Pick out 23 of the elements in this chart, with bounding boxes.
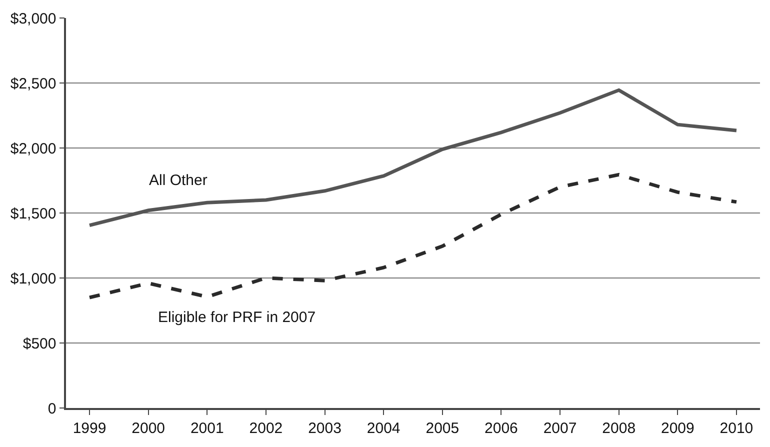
- x-tick-label: 2007: [543, 420, 577, 437]
- line-series: [88, 88, 738, 228]
- x-tick-label: 2003: [308, 420, 342, 437]
- y-tick-label: $1,500: [10, 205, 56, 222]
- y-tick-label: $2,500: [10, 75, 56, 92]
- x-tick-label: 2000: [132, 420, 166, 437]
- x-tick-label: 2001: [190, 420, 224, 437]
- series-label: Eligible for PRF in 2007: [158, 309, 316, 326]
- x-tick-label: 2005: [426, 420, 460, 437]
- x-tick-label: 2010: [720, 420, 754, 437]
- x-tick-label: 2008: [602, 420, 636, 437]
- x-tick-label: 2002: [249, 420, 283, 437]
- y-tick-label: 0: [48, 400, 56, 418]
- x-tick-label: 2006: [484, 420, 518, 437]
- series-label: All Other: [149, 172, 208, 189]
- x-tick-label: 2009: [660, 420, 694, 437]
- line-series: [88, 172, 738, 300]
- y-tick-label: $2,000: [10, 140, 56, 158]
- x-tick-label: 2004: [366, 420, 400, 437]
- y-tick-label: $3,000: [10, 10, 56, 28]
- y-tick-label: $1,000: [10, 270, 56, 288]
- y-tick-label: $500: [22, 335, 56, 352]
- x-tick-label: 1999: [72, 420, 106, 437]
